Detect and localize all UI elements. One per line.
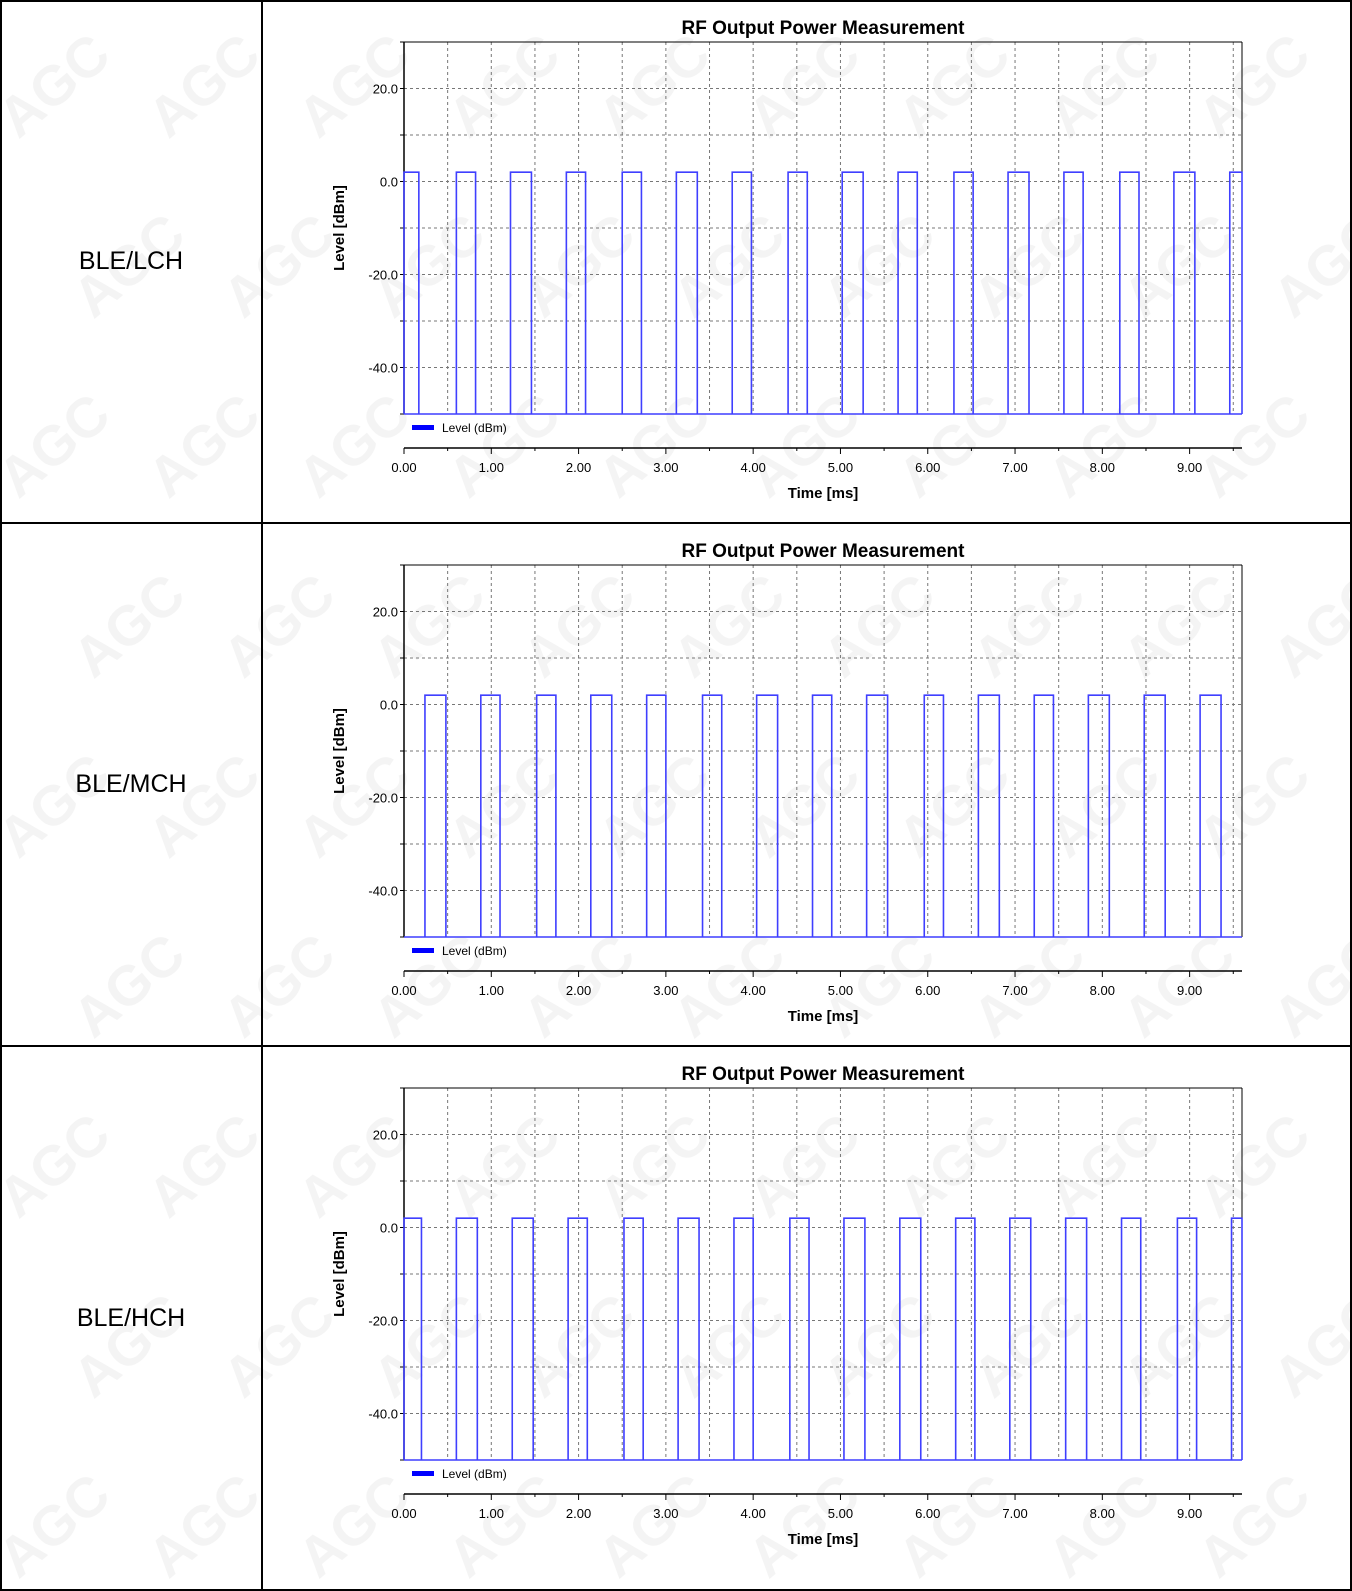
x-tick-label: 5.00	[828, 1506, 853, 1521]
table-row-separator	[0, 1045, 1352, 1047]
table-border-left	[0, 0, 2, 1591]
x-tick-label: 9.00	[1177, 983, 1202, 998]
legend-swatch	[412, 948, 434, 953]
x-tick-label: 7.00	[1002, 983, 1027, 998]
chart-panel-hch: RF Output Power Measurement 20.0 0.0 -20.0 -…	[262, 1046, 1280, 1591]
table-row-hch: BLE/HCH RF Output Power Measurement 20.0 0…	[0, 1046, 1352, 1591]
row-label-mch: BLE/MCH	[0, 523, 262, 1046]
y-axis-label: Level [dBm]	[331, 1231, 348, 1317]
x-axis-label: Time [ms]	[788, 1008, 859, 1025]
x-tick-label: 3.00	[653, 460, 678, 475]
table-row-separator	[0, 522, 1352, 524]
x-tick-label: 0.00	[391, 983, 416, 998]
y-tick-label: 0.0	[380, 175, 398, 190]
y-tick-label: -40.0	[368, 1407, 398, 1422]
series-line-level	[404, 172, 1242, 414]
x-tick-label: 8.00	[1090, 1506, 1115, 1521]
x-tick-label: 6.00	[915, 1506, 940, 1521]
x-tick-label: 2.00	[566, 983, 591, 998]
y-tick-label: -20.0	[368, 268, 398, 283]
x-tick-label: 6.00	[915, 460, 940, 475]
y-tick-label: 0.0	[380, 698, 398, 713]
chart-title: RF Output Power Measurement	[682, 1064, 966, 1085]
legend-label: Level (dBm)	[442, 1467, 507, 1481]
x-tick-label: 2.00	[566, 1506, 591, 1521]
series-line-level	[404, 1218, 1242, 1460]
x-tick-label: 7.00	[1002, 1506, 1027, 1521]
y-tick-label: -40.0	[368, 884, 398, 899]
x-tick-label: 5.00	[828, 460, 853, 475]
table-border-divider	[261, 0, 263, 1591]
y-axis-label: Level [dBm]	[331, 185, 348, 271]
chart-lch: RF Output Power Measurement 20.0 0.0 -20.0 -…	[262, 0, 1280, 523]
y-tick-label: 20.0	[373, 605, 398, 620]
chart-title: RF Output Power Measurement	[682, 541, 966, 562]
x-tick-label: 9.00	[1177, 1506, 1202, 1521]
y-tick-label: 20.0	[373, 82, 398, 97]
y-tick-label: 0.0	[380, 1221, 398, 1236]
legend-label: Level (dBm)	[442, 944, 507, 958]
chart-mch: RF Output Power Measurement 20.0 0.0 -20.0 -…	[262, 523, 1280, 1046]
y-axis-label: Level [dBm]	[331, 708, 348, 794]
table-row-mch: BLE/MCH RF Output Power Measurement 20.0 0…	[0, 523, 1352, 1046]
x-tick-label: 4.00	[741, 983, 766, 998]
x-tick-label: 0.00	[391, 460, 416, 475]
x-tick-label: 1.00	[479, 460, 504, 475]
x-tick-label: 4.00	[741, 460, 766, 475]
x-tick-label: 4.00	[741, 1506, 766, 1521]
legend-swatch	[412, 425, 434, 430]
chart-title: RF Output Power Measurement	[682, 18, 966, 39]
row-label-hch: BLE/HCH	[0, 1046, 262, 1591]
table-border-top	[0, 0, 1352, 2]
x-tick-label: 6.00	[915, 983, 940, 998]
x-tick-label: 8.00	[1090, 983, 1115, 998]
chart-hch: RF Output Power Measurement 20.0 0.0 -20.0 -…	[262, 1046, 1280, 1591]
x-tick-label: 9.00	[1177, 460, 1202, 475]
y-tick-label: -20.0	[368, 791, 398, 806]
y-tick-label: 20.0	[373, 1128, 398, 1143]
x-tick-label: 0.00	[391, 1506, 416, 1521]
chart-panel-mch: RF Output Power Measurement 20.0 0.0 -20.0 -…	[262, 523, 1280, 1046]
series-line-level	[404, 695, 1242, 937]
x-tick-label: 1.00	[479, 983, 504, 998]
row-label-lch: BLE/LCH	[0, 0, 262, 523]
chart-panel-lch: RF Output Power Measurement 20.0 0.0 -20.0 -…	[262, 0, 1280, 523]
x-tick-label: 2.00	[566, 460, 591, 475]
x-axis-label: Time [ms]	[788, 1531, 859, 1548]
table-row-lch: BLE/LCH RF Output Power Measurement 20.0 0…	[0, 0, 1352, 523]
x-tick-label: 1.00	[479, 1506, 504, 1521]
x-tick-label: 3.00	[653, 1506, 678, 1521]
y-tick-label: -40.0	[368, 361, 398, 376]
legend-swatch	[412, 1471, 434, 1476]
x-tick-label: 5.00	[828, 983, 853, 998]
x-axis-label: Time [ms]	[788, 485, 859, 502]
x-tick-label: 7.00	[1002, 460, 1027, 475]
y-tick-label: -20.0	[368, 1314, 398, 1329]
x-tick-label: 8.00	[1090, 460, 1115, 475]
x-tick-label: 3.00	[653, 983, 678, 998]
legend-label: Level (dBm)	[442, 421, 507, 435]
